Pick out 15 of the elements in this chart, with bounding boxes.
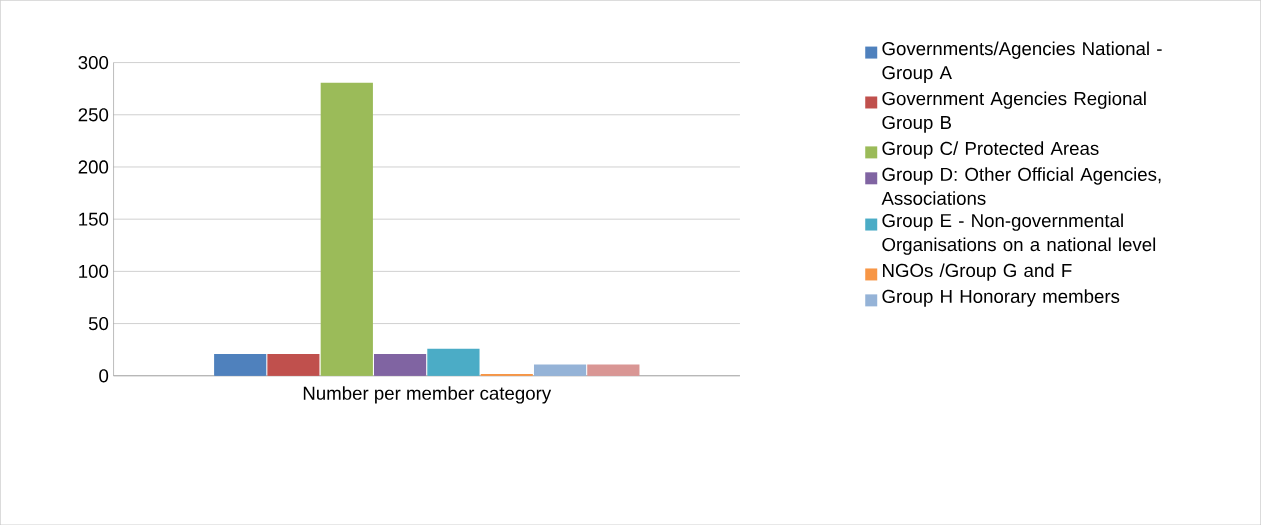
y-tick-label: 100 — [79, 264, 109, 278]
y-tick-label: 0 — [99, 369, 109, 383]
x-tick-label: Number per member category — [303, 386, 552, 404]
legend-label: Group C/ Protected Areas — [882, 141, 1099, 159]
y-tick-label: 150 — [79, 212, 109, 226]
y-tick-label: 200 — [78, 160, 109, 174]
legend-label: Government Agencies Regional Group B — [882, 91, 1146, 133]
legend-label: NGOs /Group G and F — [883, 263, 1072, 281]
legend-label: Governments/Agencies National - Group A — [882, 41, 1162, 83]
legend-label: Group D: Other Official Agencies, Associations — [881, 167, 1161, 205]
y-tick-label: 50 — [88, 316, 109, 331]
legend-label: Group H Honorary members — [882, 289, 1120, 307]
y-tick-label: 300 — [78, 55, 109, 70]
legend-label: Group E - Non-governmental Organisations on a national level — [882, 213, 1156, 255]
y-tick-label: 250 — [78, 108, 109, 122]
